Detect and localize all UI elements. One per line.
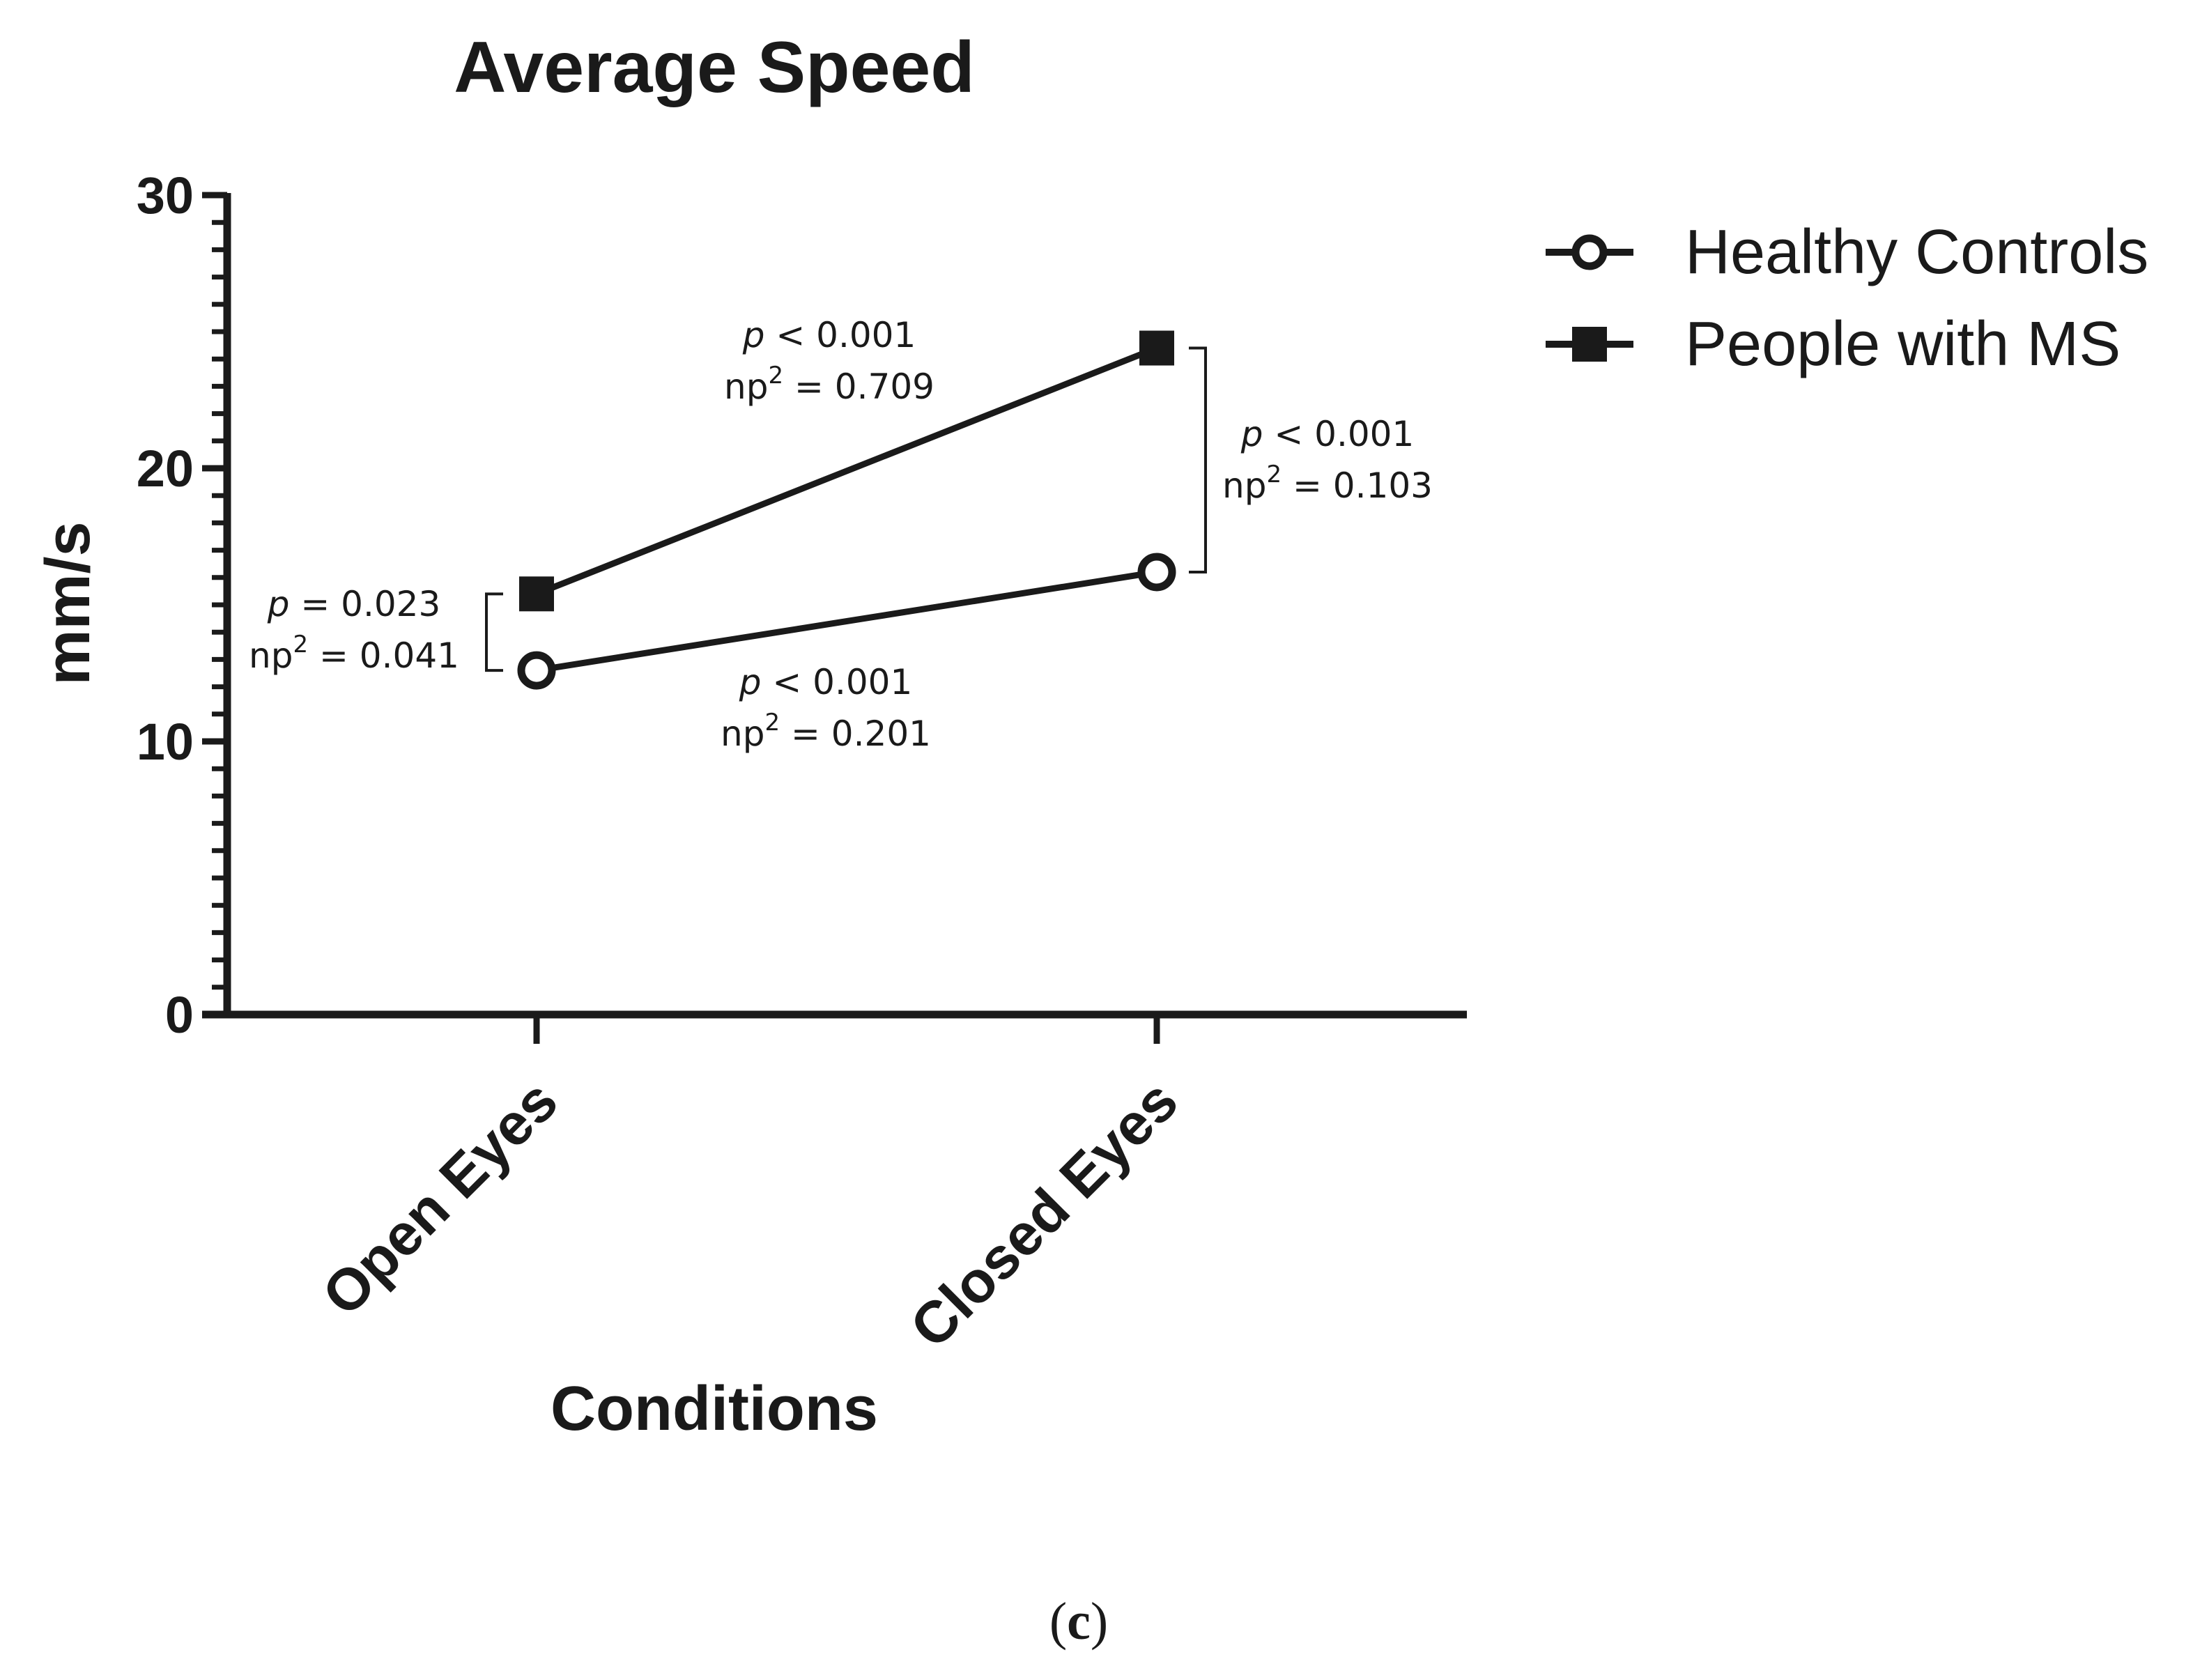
y-axis: 0 10 20 30 xyxy=(137,167,231,1044)
x-tick-label: Open Eyes xyxy=(309,1068,569,1327)
annotation-hc-change: p < 0.001 np2 = 0.201 xyxy=(721,662,931,754)
legend-item-people-with-ms: People with MS xyxy=(1546,309,2121,379)
annotation-open-group: p = 0.023 np2 = 0.041 xyxy=(249,584,459,676)
x-axis-label: Conditions xyxy=(551,1374,878,1444)
annotation-closed-group-p: p < 0.001 xyxy=(1240,414,1415,454)
series-line-healthy-controls xyxy=(536,569,1157,674)
data-point-healthy-controls xyxy=(517,651,556,690)
annotation-ms-change-np: np2 = 0.709 xyxy=(724,362,934,407)
x-axis: Open Eyes Closed Eyes xyxy=(202,1010,1467,1360)
data-point-people-with-ms xyxy=(519,576,554,612)
series-layer xyxy=(517,330,1176,690)
legend-label-healthy-controls: Healthy Controls xyxy=(1685,217,2148,287)
bracket-layer xyxy=(485,346,1207,672)
bracket-closed-eyes xyxy=(1189,346,1207,573)
data-point-people-with-ms xyxy=(1139,330,1174,366)
y-tick-label: 0 xyxy=(165,986,194,1044)
data-point-healthy-controls xyxy=(1137,553,1176,592)
annotation-open-group-p: p = 0.023 xyxy=(267,584,441,624)
legend-label-people-with-ms: People with MS xyxy=(1685,309,2121,379)
x-tick-label: Closed Eyes xyxy=(898,1068,1190,1360)
annotation-ms-change: p < 0.001 np2 = 0.709 xyxy=(724,315,934,407)
annotation-closed-group-np: np2 = 0.103 xyxy=(1222,461,1433,506)
series-line-people-with-ms xyxy=(535,345,1158,597)
figure-caption: (c) xyxy=(1049,1592,1108,1651)
square-marker-icon xyxy=(1572,327,1607,362)
legend-item-healthy-controls: Healthy Controls xyxy=(1546,217,2148,287)
y-tick-label: 20 xyxy=(137,440,194,498)
y-tick-label: 30 xyxy=(137,167,194,224)
legend: Healthy Controls People with MS xyxy=(1546,217,2148,379)
chart-title: Average Speed xyxy=(454,27,975,108)
y-tick-label: 10 xyxy=(137,713,194,771)
annotation-closed-group: p < 0.001 np2 = 0.103 xyxy=(1222,414,1433,506)
circle-marker-icon xyxy=(1571,234,1608,270)
bracket-open-eyes xyxy=(485,592,503,672)
annotation-hc-change-p: p < 0.001 xyxy=(739,662,913,702)
annotation-open-group-np: np2 = 0.041 xyxy=(249,631,459,676)
annotation-ms-change-p: p < 0.001 xyxy=(742,315,916,355)
annotation-hc-change-np: np2 = 0.201 xyxy=(721,709,931,754)
y-axis-label: mm/s xyxy=(33,521,103,685)
